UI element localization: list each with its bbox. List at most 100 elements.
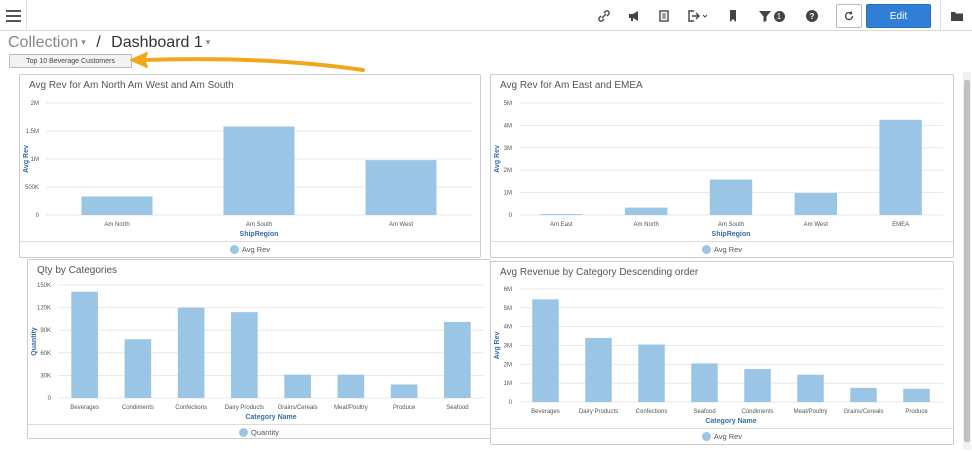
export-icon[interactable] bbox=[686, 8, 710, 24]
filter-count-badge: 1 bbox=[773, 10, 785, 22]
bar bbox=[71, 291, 98, 398]
bar bbox=[223, 126, 295, 215]
y-axis-title: Avg Rev bbox=[494, 332, 501, 360]
x-tick-label: Produce bbox=[905, 409, 928, 415]
bar bbox=[532, 299, 559, 402]
bar bbox=[365, 160, 437, 215]
y-tick-label: 30K bbox=[40, 373, 51, 379]
chart-legend[interactable]: Avg Rev bbox=[20, 241, 480, 257]
bar bbox=[540, 214, 583, 215]
x-tick-label: Condiments bbox=[122, 405, 154, 411]
x-tick-label: Am South bbox=[246, 222, 272, 228]
copy-icon[interactable] bbox=[656, 8, 672, 24]
bar-chart: 0 1M 2M 3M 4M 5M Am East Am North Am South Am Wes… bbox=[494, 101, 943, 238]
y-tick-label: 500K bbox=[25, 185, 39, 191]
refresh-button[interactable] bbox=[836, 4, 862, 28]
y-tick-label: 4M bbox=[504, 325, 512, 331]
y-tick-label: 1.5M bbox=[26, 129, 39, 135]
bar-chart: 0 500K 1M 1.5M 2M Am North Am South Am West Ship… bbox=[23, 101, 472, 238]
x-axis-title: ShipRegion bbox=[712, 231, 751, 238]
edit-button[interactable]: Edit bbox=[866, 4, 931, 28]
x-tick-label: Dairy Products bbox=[579, 409, 618, 415]
bookmark-icon[interactable] bbox=[725, 8, 741, 24]
x-tick-label: Am East bbox=[550, 222, 573, 228]
y-tick-label: 60K bbox=[40, 351, 51, 357]
x-tick-label: Produce bbox=[393, 405, 416, 411]
y-tick-label: 0 bbox=[36, 213, 40, 219]
y-axis-title: Avg Rev bbox=[23, 145, 30, 173]
bar bbox=[691, 363, 718, 402]
x-tick-label: Condiments bbox=[741, 409, 773, 415]
top-10-beverage-customers-button[interactable]: Top 10 Beverage Customers bbox=[9, 54, 132, 68]
y-tick-label: 3M bbox=[504, 344, 512, 350]
panel-title: Avg Rev for Am North Am West and Am Sout… bbox=[29, 80, 234, 91]
link-icon[interactable] bbox=[596, 8, 612, 24]
bar bbox=[794, 193, 837, 215]
y-tick-label: 1M bbox=[504, 381, 512, 387]
x-tick-label: Seafood bbox=[693, 409, 715, 415]
breadcrumb-dashboard[interactable]: Dashboard 1 bbox=[111, 34, 203, 51]
y-tick-label: 1M bbox=[504, 191, 512, 197]
filter-icon[interactable]: 1 bbox=[754, 8, 788, 24]
y-tick-label: 0 bbox=[509, 213, 513, 219]
chart-panel-avg-rev-am-north-west-south: Avg Rev for Am North Am West and Am Sout… bbox=[19, 74, 481, 258]
bar bbox=[744, 369, 771, 402]
chart-panel-qty-by-categories: Qty by Categories 0 30K 60K 90K 120K 150K Beve… bbox=[27, 259, 491, 439]
bar bbox=[850, 387, 877, 402]
y-axis-title: Quantity bbox=[31, 327, 38, 355]
x-tick-label: Am West bbox=[389, 222, 414, 228]
folder-icon[interactable] bbox=[940, 0, 972, 31]
bar bbox=[81, 196, 153, 215]
bar bbox=[231, 312, 258, 398]
bar bbox=[638, 344, 665, 402]
y-tick-label: 1M bbox=[31, 157, 39, 163]
help-icon[interactable]: ? bbox=[804, 8, 820, 24]
x-tick-label: Confections bbox=[175, 405, 207, 411]
bar bbox=[444, 321, 471, 398]
announce-icon[interactable] bbox=[626, 8, 642, 24]
y-tick-label: 90K bbox=[40, 328, 51, 334]
bar-chart: 0 30K 60K 90K 120K 150K Beverages Condiments Con… bbox=[31, 283, 484, 421]
legend-label: Avg Rev bbox=[241, 245, 271, 254]
x-tick-label: Grains/Cereals bbox=[843, 409, 883, 415]
vertical-scrollbar[interactable] bbox=[963, 72, 971, 450]
bar bbox=[625, 207, 668, 215]
y-tick-label: 150K bbox=[37, 283, 51, 289]
x-tick-label: Am North bbox=[634, 222, 659, 228]
x-tick-label: Am West bbox=[804, 222, 829, 228]
scrollbar-thumb[interactable] bbox=[964, 80, 970, 442]
refresh-icon bbox=[844, 11, 854, 21]
chart-legend[interactable]: Quantity bbox=[28, 424, 490, 440]
breadcrumb-collection[interactable]: Collection bbox=[8, 34, 79, 51]
legend-label: Avg Rev bbox=[713, 432, 743, 441]
y-tick-label: 5M bbox=[504, 101, 512, 107]
x-tick-label: Beverages bbox=[531, 409, 560, 415]
legend-swatch bbox=[239, 428, 249, 437]
x-axis-title: Category Name bbox=[705, 418, 756, 425]
bar bbox=[390, 384, 418, 398]
legend-label: Quantity bbox=[251, 428, 279, 437]
chevron-down-icon[interactable]: ▾ bbox=[81, 37, 86, 48]
bar bbox=[124, 339, 152, 398]
x-tick-label: Meat/Poultry bbox=[334, 405, 368, 411]
chart-legend[interactable]: Avg Rev bbox=[491, 241, 953, 257]
bar bbox=[879, 119, 922, 215]
bar bbox=[337, 374, 365, 398]
y-tick-label: 6M bbox=[504, 287, 512, 293]
x-tick-label: Beverages bbox=[70, 405, 99, 411]
panel-title: Qty by Categories bbox=[37, 265, 118, 276]
legend-label: Avg Rev bbox=[713, 245, 743, 254]
y-tick-label: 0 bbox=[48, 396, 52, 402]
x-tick-label: Am North bbox=[104, 222, 129, 228]
bar bbox=[284, 374, 311, 398]
y-tick-label: 2M bbox=[504, 168, 512, 174]
chevron-down-icon[interactable]: ▾ bbox=[205, 37, 211, 48]
panel-title: Avg Rev for Am East and EMEA bbox=[500, 80, 643, 91]
x-tick-label: Seafood bbox=[446, 405, 468, 411]
chart-legend[interactable]: Avg Rev bbox=[491, 428, 953, 444]
y-tick-label: 2M bbox=[31, 101, 39, 107]
legend-swatch bbox=[701, 245, 711, 254]
legend-swatch bbox=[229, 245, 239, 254]
x-tick-label: Meat/Poultry bbox=[794, 409, 828, 415]
menu-icon[interactable] bbox=[0, 0, 27, 31]
